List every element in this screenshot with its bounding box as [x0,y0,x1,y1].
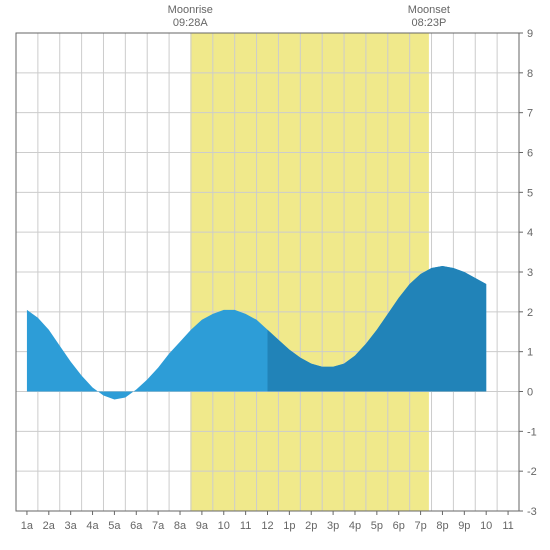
svg-text:6a: 6a [130,520,143,532]
chart-svg: -3-2-101234567891a2a3a4a5a6a7a8a9a101112… [0,0,550,550]
svg-text:2: 2 [527,307,533,319]
svg-text:6p: 6p [393,520,405,532]
svg-text:12: 12 [261,520,273,532]
svg-text:4a: 4a [86,520,99,532]
svg-text:5: 5 [527,187,533,199]
svg-text:3a: 3a [65,520,78,532]
svg-text:1p: 1p [283,520,295,532]
svg-text:5p: 5p [371,520,383,532]
svg-text:-1: -1 [527,426,537,438]
svg-text:7: 7 [527,108,533,120]
svg-text:4p: 4p [349,520,361,532]
svg-text:9a: 9a [196,520,209,532]
svg-text:3p: 3p [327,520,339,532]
svg-text:-2: -2 [527,466,537,478]
moonrise-title: Moonrise [168,4,213,16]
svg-text:11: 11 [502,520,513,532]
svg-text:10: 10 [480,520,492,532]
svg-text:7a: 7a [152,520,165,532]
svg-text:7p: 7p [414,520,426,532]
svg-text:8a: 8a [174,520,187,532]
svg-text:2p: 2p [305,520,317,532]
svg-text:0: 0 [527,387,533,399]
moonset-label: Moonset 08:23P [399,4,459,30]
moonset-time: 08:23P [411,17,446,29]
svg-text:9p: 9p [458,520,470,532]
svg-text:1a: 1a [21,520,34,532]
moonrise-label: Moonrise 09:28A [160,4,220,30]
svg-text:5a: 5a [108,520,121,532]
svg-text:4: 4 [527,227,533,239]
svg-text:11: 11 [240,520,251,532]
svg-text:3: 3 [527,267,533,279]
moonrise-time: 09:28A [173,17,208,29]
moonset-title: Moonset [408,4,450,16]
svg-text:9: 9 [527,28,533,40]
svg-text:8: 8 [527,68,533,80]
svg-text:8p: 8p [436,520,448,532]
svg-text:10: 10 [218,520,230,532]
svg-text:2a: 2a [43,520,56,532]
tide-chart: -3-2-101234567891a2a3a4a5a6a7a8a9a101112… [0,0,550,550]
svg-text:-3: -3 [527,506,537,518]
svg-text:6: 6 [527,148,533,160]
svg-text:1: 1 [527,347,533,359]
